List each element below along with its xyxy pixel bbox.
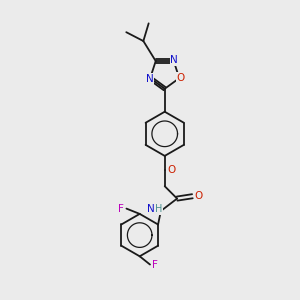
Text: N: N bbox=[147, 204, 154, 214]
Text: O: O bbox=[195, 191, 203, 201]
Text: H: H bbox=[155, 204, 162, 214]
Text: N: N bbox=[146, 74, 153, 84]
Text: F: F bbox=[118, 204, 124, 214]
Text: O: O bbox=[167, 165, 175, 175]
Text: F: F bbox=[152, 260, 158, 269]
Text: N: N bbox=[170, 56, 178, 65]
Text: O: O bbox=[177, 73, 185, 83]
